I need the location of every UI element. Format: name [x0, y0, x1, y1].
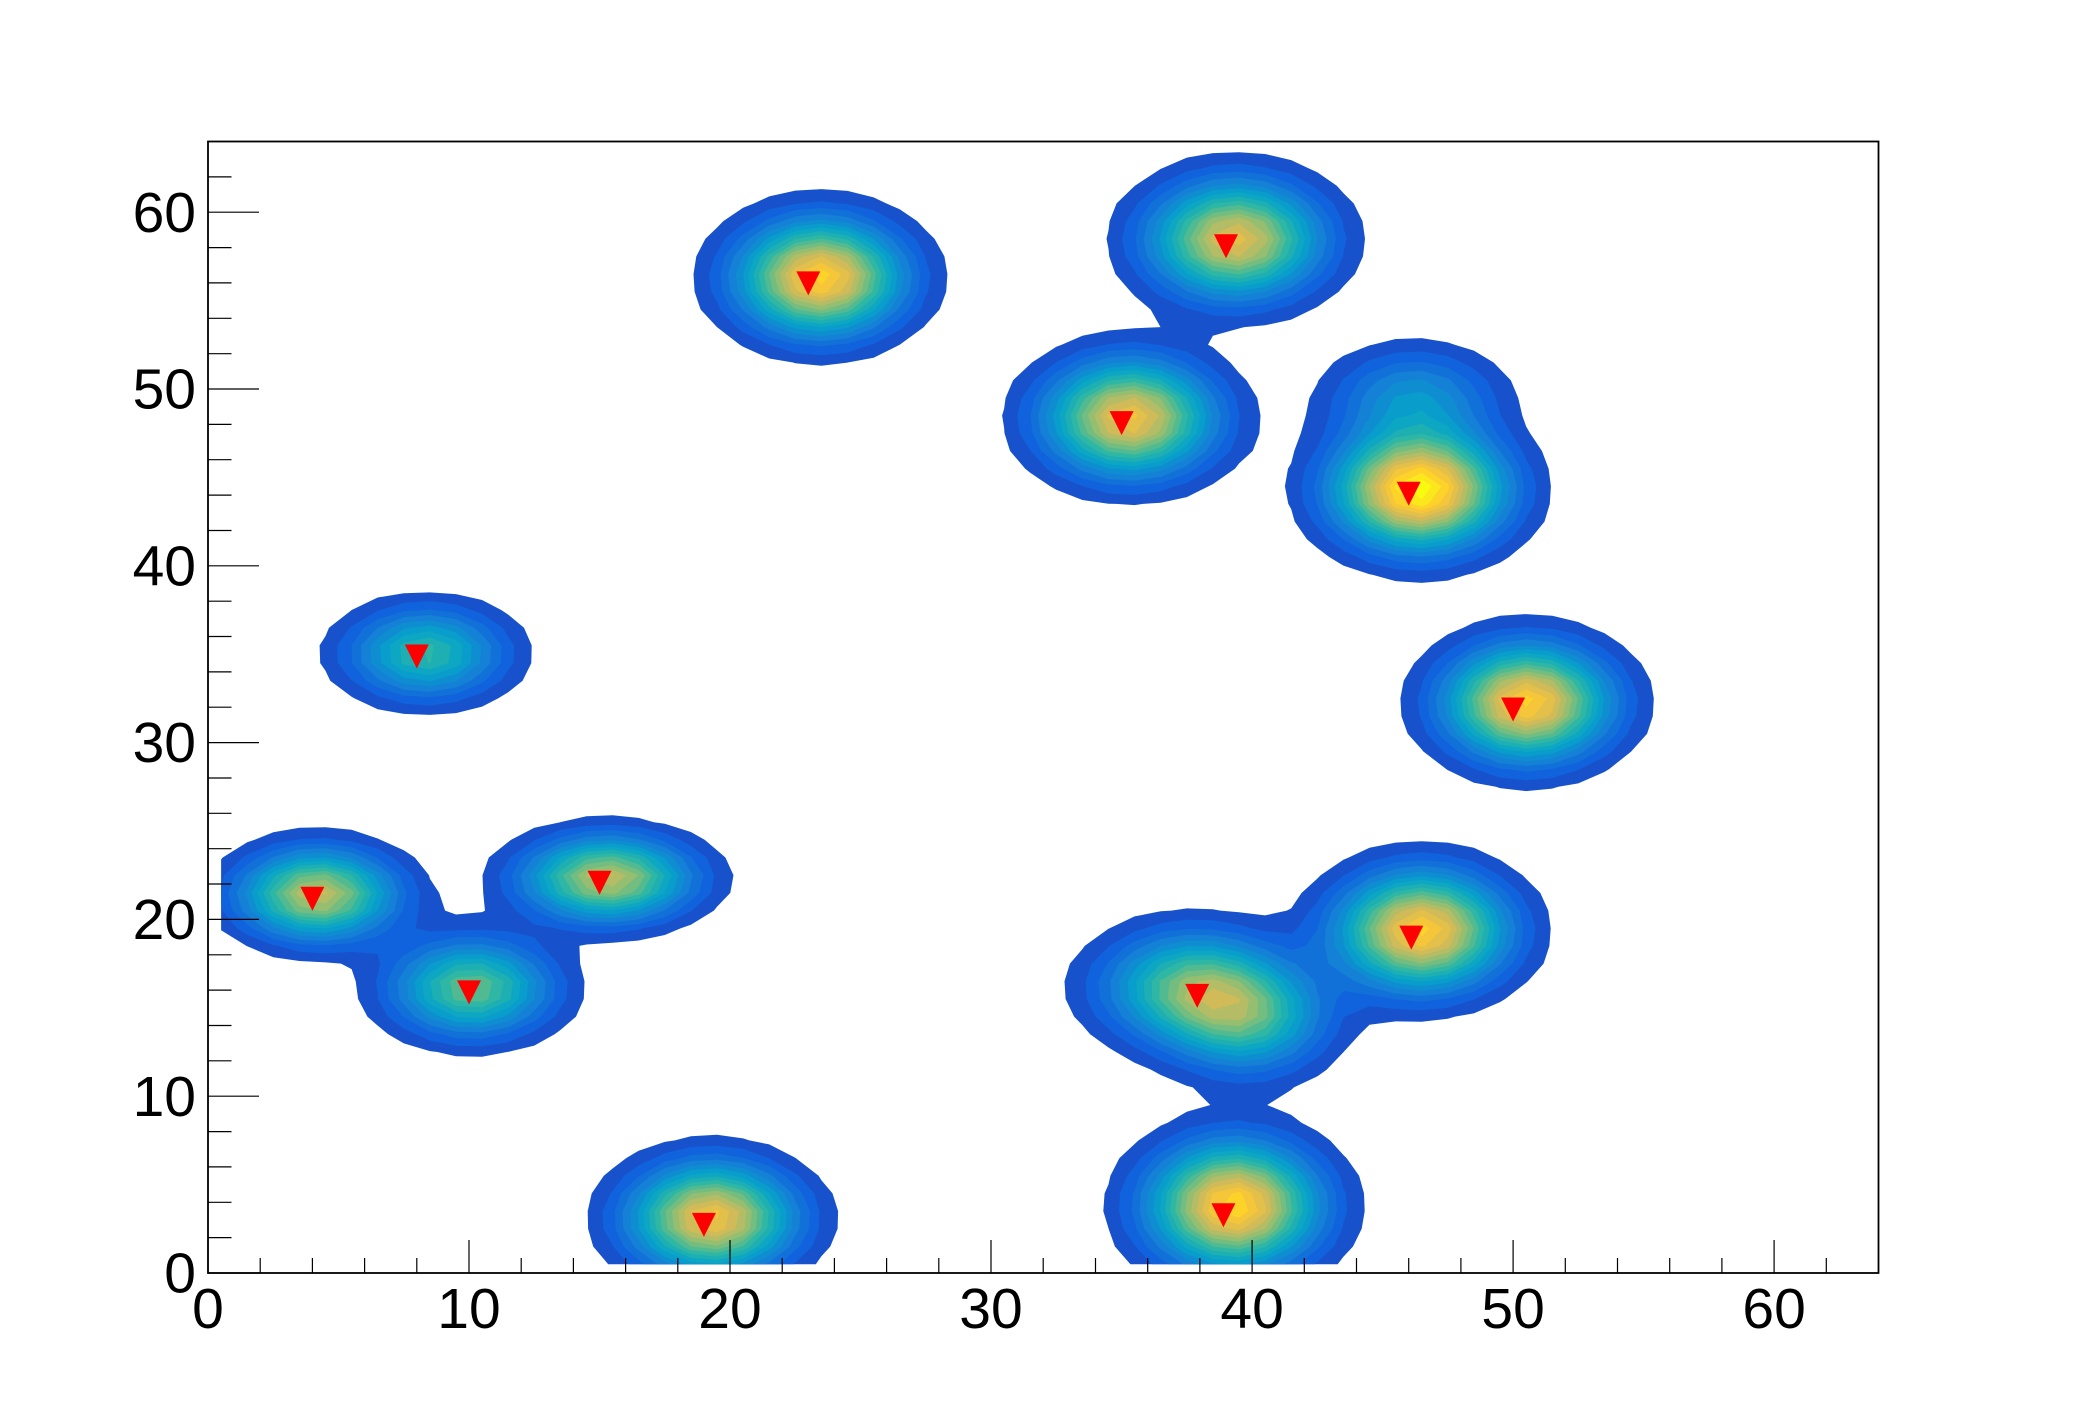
- svg-text:20: 20: [133, 888, 196, 952]
- svg-text:40: 40: [1220, 1277, 1283, 1341]
- svg-text:30: 30: [133, 711, 196, 775]
- svg-text:0: 0: [164, 1242, 196, 1306]
- svg-text:10: 10: [437, 1277, 500, 1341]
- svg-text:0: 0: [192, 1277, 224, 1341]
- svg-text:60: 60: [1742, 1277, 1805, 1341]
- svg-text:60: 60: [133, 181, 196, 245]
- svg-text:20: 20: [698, 1277, 761, 1341]
- svg-text:30: 30: [959, 1277, 1022, 1341]
- svg-text:10: 10: [133, 1065, 196, 1129]
- svg-text:50: 50: [133, 358, 196, 422]
- svg-text:40: 40: [133, 534, 196, 598]
- svg-text:50: 50: [1481, 1277, 1544, 1341]
